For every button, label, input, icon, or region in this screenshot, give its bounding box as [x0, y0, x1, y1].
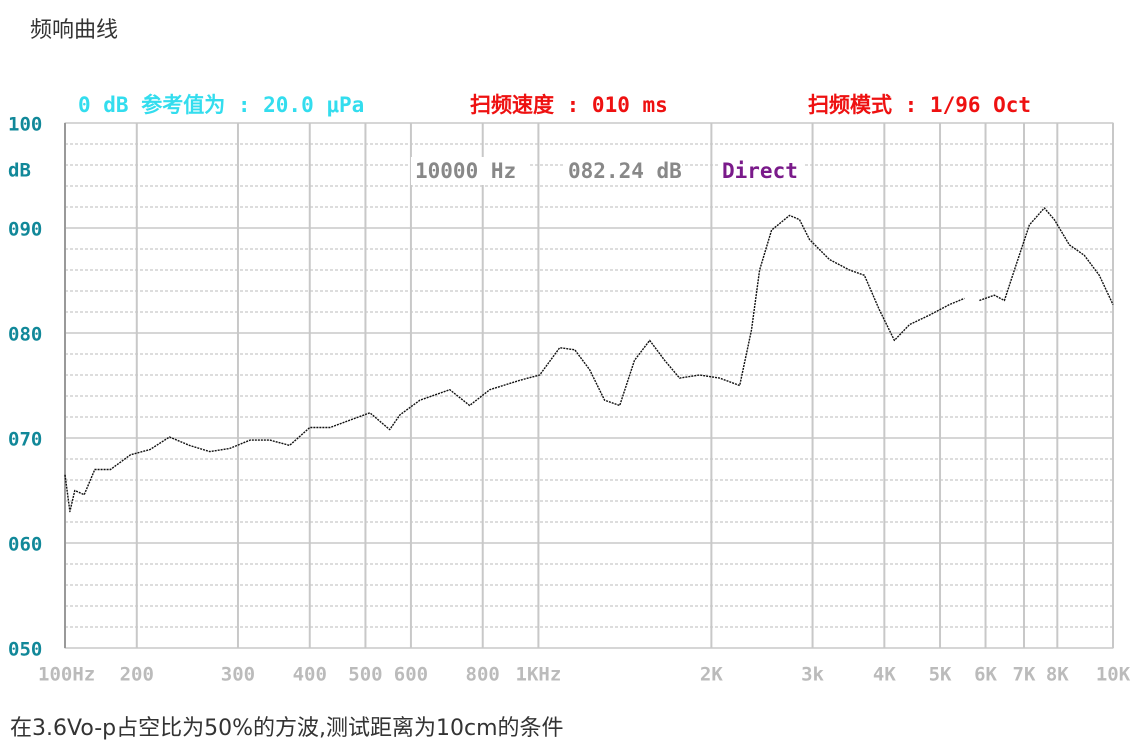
x-tick-label: 6K: [974, 664, 997, 686]
chart-title: 频响曲线: [30, 18, 119, 43]
x-tick-label: 500: [348, 664, 382, 686]
x-tick-label: 1KHz: [516, 664, 562, 686]
x-tick-label: 2K: [700, 664, 723, 686]
y-tick-label: 070: [8, 429, 42, 451]
x-tick-label: 300: [221, 664, 255, 686]
x-tick-label: 600: [394, 664, 428, 686]
x-tick-label: 3k: [801, 664, 824, 686]
y-tick-label: 100: [8, 114, 42, 136]
x-start-label: 100Hz: [38, 664, 95, 686]
readout: 10000 Hz: [415, 159, 516, 183]
x-tick-label: 800: [466, 664, 500, 686]
y-tick-label: 090: [8, 219, 42, 241]
chart: 050 060 070 080 090 100 200 300 400 500 600 800 1KHz…: [8, 93, 1131, 686]
annotation: 0 dB 参考值为 : 20.0 μPa: [78, 93, 364, 117]
caption: 在3.6Vo-p占空比为50%的方波,测试距离为10cm的条件: [10, 716, 564, 741]
x-tick-label: 8K: [1046, 664, 1069, 686]
x-tick-label: 10K: [1096, 664, 1131, 686]
x-tick-label: 200: [120, 664, 154, 686]
annotation: 扫频速度 : 010 ms: [470, 93, 668, 117]
annotation: 扫频模式 : 1/96 Oct: [808, 93, 1031, 117]
readout: 082.24 dB: [568, 159, 682, 183]
readout-bg: [718, 157, 804, 185]
response-curve: [64, 207, 1114, 513]
y-tick-label: 060: [8, 534, 42, 556]
x-tick-label: 5K: [929, 664, 952, 686]
readout-bg: [411, 157, 529, 185]
y-tick-label: 080: [8, 324, 42, 346]
y-tick-label: 050: [8, 639, 42, 661]
readout-bg: [564, 157, 682, 185]
x-tick-label: 400: [293, 664, 327, 686]
y-axis-label: dB: [8, 160, 31, 182]
x-tick-label: 7K: [1013, 664, 1036, 686]
readout: Direct: [722, 159, 798, 183]
plot-area: [64, 122, 1114, 649]
x-tick-label: 4K: [873, 664, 896, 686]
